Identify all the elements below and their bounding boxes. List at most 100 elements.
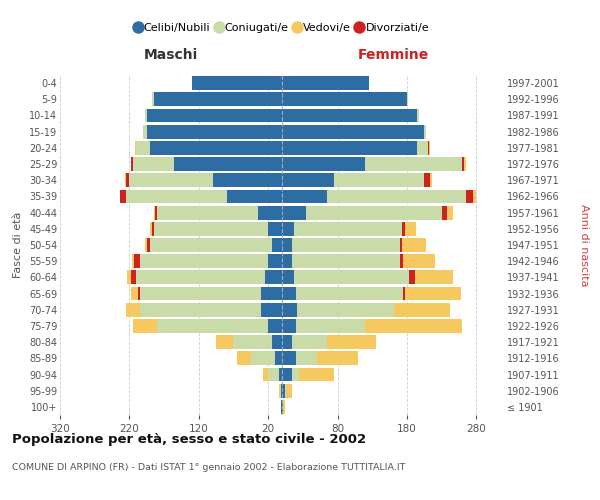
Bar	[152, 222, 154, 235]
Bar	[192, 76, 282, 90]
Bar	[292, 336, 327, 349]
Bar	[157, 319, 268, 333]
Bar	[278, 368, 282, 382]
Bar	[464, 157, 466, 171]
Bar	[296, 352, 317, 365]
Bar	[147, 238, 150, 252]
Bar	[286, 384, 292, 398]
Bar	[417, 141, 428, 154]
Bar	[285, 384, 286, 398]
Bar	[463, 157, 464, 171]
Bar	[280, 384, 281, 398]
Bar	[145, 238, 147, 252]
Bar	[406, 222, 416, 235]
Bar	[121, 190, 126, 203]
Bar	[131, 157, 133, 171]
Bar	[216, 336, 233, 349]
Bar	[119, 190, 121, 203]
Bar	[261, 286, 282, 300]
Bar	[140, 254, 268, 268]
Bar	[126, 303, 140, 316]
Bar	[282, 125, 424, 138]
Bar	[402, 222, 406, 235]
Bar	[131, 270, 136, 284]
Bar	[282, 303, 297, 316]
Bar	[155, 206, 157, 220]
Bar	[251, 352, 275, 365]
Bar	[154, 222, 268, 235]
Bar	[415, 270, 452, 284]
Bar	[133, 157, 175, 171]
Bar	[227, 190, 282, 203]
Bar	[429, 141, 430, 154]
Text: Femmine: Femmine	[358, 48, 428, 62]
Bar	[268, 319, 282, 333]
Bar	[131, 286, 138, 300]
Bar	[292, 368, 299, 382]
Bar	[282, 336, 292, 349]
Bar	[282, 368, 292, 382]
Text: Maschi: Maschi	[144, 48, 198, 62]
Bar	[130, 174, 212, 187]
Bar	[334, 174, 424, 187]
Bar	[403, 254, 434, 268]
Bar	[394, 303, 450, 316]
Bar	[365, 319, 463, 333]
Bar	[137, 286, 140, 300]
Bar	[268, 254, 282, 268]
Bar	[466, 190, 473, 203]
Bar	[147, 108, 282, 122]
Bar	[127, 270, 131, 284]
Bar	[306, 206, 442, 220]
Bar	[282, 92, 407, 106]
Bar	[428, 141, 429, 154]
Bar	[283, 400, 285, 414]
Bar	[126, 174, 130, 187]
Bar	[400, 254, 403, 268]
Bar	[403, 286, 406, 300]
Bar	[282, 157, 365, 171]
Bar	[150, 238, 272, 252]
Bar	[134, 254, 140, 268]
Bar	[424, 174, 430, 187]
Bar	[447, 206, 452, 220]
Bar	[430, 174, 432, 187]
Bar	[150, 222, 152, 235]
Bar	[133, 319, 157, 333]
Bar	[147, 125, 282, 138]
Bar	[295, 270, 409, 284]
Bar	[143, 125, 147, 138]
Bar	[282, 174, 334, 187]
Bar	[442, 206, 447, 220]
Bar	[268, 368, 278, 382]
Bar	[299, 368, 334, 382]
Bar	[272, 336, 282, 349]
Bar	[282, 141, 417, 154]
Bar	[282, 286, 296, 300]
Y-axis label: Anni di nascita: Anni di nascita	[579, 204, 589, 286]
Bar	[282, 238, 292, 252]
Bar	[150, 141, 282, 154]
Bar	[282, 400, 283, 414]
Bar	[282, 206, 306, 220]
Bar	[295, 222, 402, 235]
Bar	[296, 319, 365, 333]
Bar	[136, 141, 150, 154]
Bar	[406, 286, 461, 300]
Bar	[212, 174, 282, 187]
Bar	[281, 400, 282, 414]
Bar	[281, 384, 282, 398]
Bar	[282, 352, 296, 365]
Bar	[152, 92, 154, 106]
Bar	[409, 270, 415, 284]
Bar	[265, 270, 282, 284]
Text: Popolazione per età, sesso e stato civile - 2002: Popolazione per età, sesso e stato civil…	[12, 432, 366, 446]
Bar	[278, 384, 280, 398]
Bar	[327, 336, 376, 349]
Bar	[258, 206, 282, 220]
Bar	[157, 206, 258, 220]
Bar	[282, 190, 327, 203]
Bar	[327, 190, 466, 203]
Bar	[424, 125, 426, 138]
Bar	[136, 270, 265, 284]
